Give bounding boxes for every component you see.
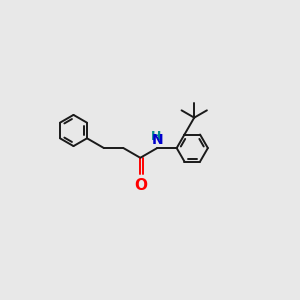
Text: O: O bbox=[134, 178, 147, 193]
Text: N: N bbox=[152, 134, 163, 147]
Text: H: H bbox=[151, 130, 161, 143]
